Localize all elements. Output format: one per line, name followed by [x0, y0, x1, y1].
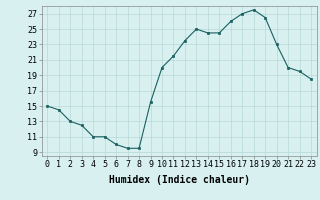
X-axis label: Humidex (Indice chaleur): Humidex (Indice chaleur): [109, 175, 250, 185]
